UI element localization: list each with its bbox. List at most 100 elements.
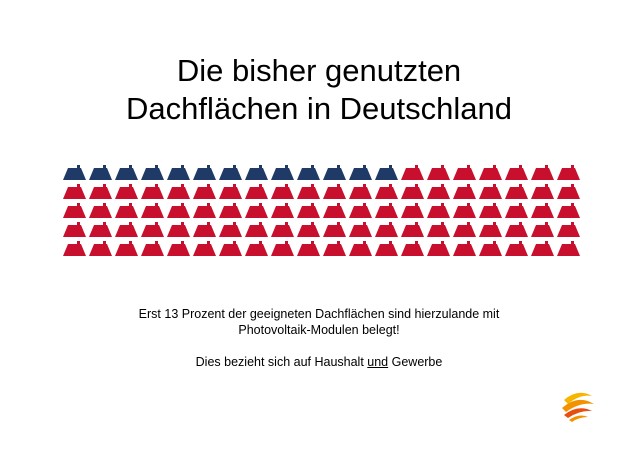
- caption-line-3: Dies bezieht sich auf Haushalt und Gewer…: [80, 354, 558, 370]
- roof-icon-unused: [427, 184, 450, 199]
- roof-icon-unused: [297, 184, 320, 199]
- roof-icon-unused: [479, 203, 502, 218]
- roof-icon-unused: [271, 184, 294, 199]
- roof-icon-unused: [115, 241, 138, 256]
- roof-icon-unused: [219, 222, 242, 237]
- title-line-2: Dachflächen in Deutschland: [125, 91, 513, 126]
- roof-icon-unused: [193, 203, 216, 218]
- caption-line-3-start: Dies bezieht sich auf Haushalt: [195, 355, 368, 369]
- roof-icon-unused: [401, 241, 424, 256]
- roof-icon-unused: [479, 241, 502, 256]
- roof-icon-unused: [167, 222, 190, 237]
- roof-icon-unused: [375, 241, 398, 256]
- roof-icon-unused: [531, 241, 554, 256]
- roof-icon-unused: [323, 203, 346, 218]
- roof-icon-unused: [271, 241, 294, 256]
- sun-swirl-logo-icon: [560, 384, 596, 424]
- roof-icon-unused: [349, 203, 372, 218]
- roof-icon-unused: [505, 165, 528, 180]
- roof-icon-used: [375, 165, 398, 180]
- roof-icon-unused: [245, 241, 268, 256]
- roof-icon-used: [115, 165, 138, 180]
- roof-icon-unused: [479, 184, 502, 199]
- roof-icon-unused: [193, 222, 216, 237]
- roof-icon-unused: [375, 222, 398, 237]
- roof-icon-unused: [531, 165, 554, 180]
- roof-icon-unused: [245, 184, 268, 199]
- roof-pictogram-grid: [62, 164, 582, 260]
- roof-icon-used: [89, 165, 112, 180]
- roof-icon-used: [219, 165, 242, 180]
- roof-pictogram-svg: [63, 165, 580, 256]
- roof-icon-unused: [531, 203, 554, 218]
- roof-icon-unused: [531, 222, 554, 237]
- roof-icon-unused: [297, 241, 320, 256]
- caption-underlined-word: und: [367, 355, 389, 369]
- roof-icon-unused: [141, 241, 164, 256]
- roof-icon-unused: [505, 184, 528, 199]
- roof-icon-unused: [297, 203, 320, 218]
- caption: Erst 13 Prozent der geeigneten Dachfläch…: [80, 306, 558, 370]
- roof-icon-used: [63, 165, 86, 180]
- roof-icon-unused: [63, 222, 86, 237]
- roof-icon-unused: [115, 184, 138, 199]
- roof-icon-unused: [89, 184, 112, 199]
- roof-icon-unused: [401, 203, 424, 218]
- roof-icon-unused: [401, 184, 424, 199]
- roof-icon-used: [167, 165, 190, 180]
- roof-icon-unused: [89, 222, 112, 237]
- roof-icon-unused: [557, 184, 580, 199]
- title-line-1: Die bisher genutzten: [176, 53, 462, 88]
- roof-icon-unused: [323, 184, 346, 199]
- roof-icon-unused: [167, 184, 190, 199]
- roof-icon-unused: [245, 203, 268, 218]
- roof-icon-unused: [375, 184, 398, 199]
- roof-icon-unused: [349, 241, 372, 256]
- roof-icon-used: [245, 165, 268, 180]
- roof-icon-unused: [453, 165, 476, 180]
- roof-icon-unused: [427, 165, 450, 180]
- roof-icon-unused: [479, 222, 502, 237]
- roof-icon-unused: [115, 203, 138, 218]
- roof-icon-unused: [63, 203, 86, 218]
- roof-icon-used: [271, 165, 294, 180]
- roof-icon-unused: [349, 222, 372, 237]
- roof-icon-unused: [427, 222, 450, 237]
- roof-icon-unused: [557, 241, 580, 256]
- roof-icon-used: [297, 165, 320, 180]
- roof-icon-unused: [557, 203, 580, 218]
- caption-line-3-end: Gewerbe: [388, 355, 443, 369]
- roof-icon-unused: [453, 203, 476, 218]
- logo-svg: [562, 392, 594, 422]
- roof-icon-unused: [479, 165, 502, 180]
- roof-icon-used: [349, 165, 372, 180]
- roof-icon-unused: [375, 203, 398, 218]
- roof-icon-unused: [193, 184, 216, 199]
- roof-icon-unused: [297, 222, 320, 237]
- roof-icon-unused: [219, 241, 242, 256]
- roof-icon-unused: [323, 222, 346, 237]
- roof-icon-used: [141, 165, 164, 180]
- roof-icon-unused: [89, 241, 112, 256]
- roof-icon-unused: [505, 203, 528, 218]
- slide-title: Die bisher genutzten Dachflächen in Deut…: [0, 52, 638, 128]
- roof-icon-used: [193, 165, 216, 180]
- roof-icon-unused: [167, 203, 190, 218]
- roof-icon-unused: [557, 222, 580, 237]
- roof-icon-unused: [63, 184, 86, 199]
- roof-icon-unused: [401, 165, 424, 180]
- roof-icon-unused: [271, 222, 294, 237]
- roof-icon-unused: [453, 222, 476, 237]
- roof-icon-unused: [219, 203, 242, 218]
- roof-icon-unused: [453, 184, 476, 199]
- roof-icon-used: [323, 165, 346, 180]
- roof-icon-unused: [63, 241, 86, 256]
- roof-icon-unused: [453, 241, 476, 256]
- roof-icon-unused: [271, 203, 294, 218]
- roof-icon-unused: [557, 165, 580, 180]
- roof-icon-unused: [427, 241, 450, 256]
- roof-icon-unused: [141, 184, 164, 199]
- roof-icon-unused: [505, 241, 528, 256]
- roof-icon-unused: [167, 241, 190, 256]
- roof-icon-unused: [401, 222, 424, 237]
